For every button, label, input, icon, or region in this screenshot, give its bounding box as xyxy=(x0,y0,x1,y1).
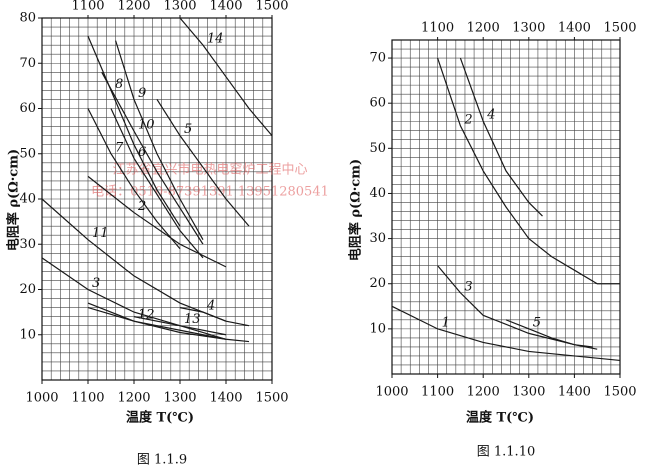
x-tick-label: 1000 xyxy=(375,385,408,400)
watermark: 江苏省宜兴市电热电窑炉工程中心 xyxy=(112,162,307,178)
curve xyxy=(505,319,598,350)
curve xyxy=(179,17,273,137)
curve-label: 4 xyxy=(486,108,495,123)
x2-tick-label: 1200 xyxy=(467,21,500,36)
curve-label: 13 xyxy=(184,312,201,327)
curve-label: 3 xyxy=(92,276,100,291)
x-axis-label: 温度 T(℃) xyxy=(466,410,534,426)
y-tick-label: 50 xyxy=(19,146,36,161)
curve xyxy=(437,57,620,285)
x2-tick-label: 1300 xyxy=(512,21,545,36)
curve xyxy=(133,316,227,336)
curve-label: 10 xyxy=(138,118,155,133)
curve xyxy=(87,307,227,340)
plot-frame xyxy=(391,39,621,375)
x-tick-label: 1500 xyxy=(255,391,288,406)
watermark: 电话：0510-87391391 13951280541 xyxy=(91,185,329,200)
y-tick-label: 70 xyxy=(19,56,36,71)
curve xyxy=(87,108,181,250)
x-tick-label: 1200 xyxy=(467,385,500,400)
figure-caption: 图 1.1.9 xyxy=(137,453,187,468)
y-tick-label: 40 xyxy=(19,192,36,207)
x2-tick-label: 1300 xyxy=(163,0,196,14)
x-tick-label: 1400 xyxy=(209,391,242,406)
curve-label: 1 xyxy=(442,315,450,330)
curve-label: 5 xyxy=(533,315,541,330)
x2-tick-label: 1100 xyxy=(71,0,104,14)
curve xyxy=(87,302,250,343)
x-axis-label: 温度 T(℃) xyxy=(126,410,194,426)
curve xyxy=(110,108,204,259)
y-tick-label: 50 xyxy=(369,141,386,156)
curve xyxy=(87,175,227,268)
curve-label: 3 xyxy=(464,279,472,294)
curve xyxy=(459,57,543,217)
x2-tick-label: 1400 xyxy=(209,0,242,14)
y-tick-label: 60 xyxy=(369,96,386,111)
y-tick-label: 80 xyxy=(19,11,36,26)
curve-label: 2 xyxy=(463,112,472,127)
y-tick-label: 70 xyxy=(369,51,386,66)
curve-label: 11 xyxy=(92,226,109,241)
curve xyxy=(179,307,250,327)
x-tick-label: 1300 xyxy=(512,385,545,400)
x-tick-label: 1300 xyxy=(163,391,196,406)
curve xyxy=(156,99,250,227)
curve-label: 2 xyxy=(137,199,146,214)
x-tick-label: 1200 xyxy=(117,391,150,406)
curve xyxy=(87,35,181,227)
curve xyxy=(391,305,621,362)
curve xyxy=(437,265,593,348)
y-tick-label: 10 xyxy=(19,327,36,342)
y-axis-label: 电阻率 ρ(Ω·cm) xyxy=(348,159,364,261)
y-tick-label: 20 xyxy=(369,276,386,291)
curve-label: 14 xyxy=(207,32,224,47)
curve-label: 9 xyxy=(138,86,146,101)
x2-tick-label: 1400 xyxy=(558,21,591,36)
x-tick-label: 1400 xyxy=(558,385,591,400)
curve xyxy=(115,40,204,241)
y-tick-label: 10 xyxy=(369,321,386,336)
curve xyxy=(41,257,227,340)
curve-label: 5 xyxy=(184,122,192,137)
curve xyxy=(101,72,204,245)
x-tick-label: 1100 xyxy=(421,385,454,400)
curve-label: 7 xyxy=(115,140,124,155)
x-tick-label: 1100 xyxy=(71,391,104,406)
y-tick-label: 40 xyxy=(369,186,386,201)
y-tick-label: 30 xyxy=(19,237,36,252)
x2-tick-label: 1200 xyxy=(117,0,150,14)
x2-tick-label: 1500 xyxy=(255,0,288,14)
curve-label: 4 xyxy=(206,299,215,314)
curve-label: 12 xyxy=(138,308,155,323)
x-tick-label: 1500 xyxy=(603,385,636,400)
y-tick-label: 60 xyxy=(19,101,36,116)
curve xyxy=(41,198,227,322)
curve-label: 8 xyxy=(115,77,123,92)
y-tick-label: 30 xyxy=(369,231,386,246)
curve-label: 6 xyxy=(138,145,146,160)
x2-tick-label: 1500 xyxy=(603,21,636,36)
x2-tick-label: 1100 xyxy=(421,21,454,36)
x-tick-label: 1000 xyxy=(25,391,58,406)
figure-caption: 图 1.1.10 xyxy=(477,445,535,460)
curve-label: 1 xyxy=(138,308,146,323)
y-tick-label: 20 xyxy=(19,282,36,297)
y-axis-label: 电阻率 ρ(Ω·cm) xyxy=(6,149,22,251)
